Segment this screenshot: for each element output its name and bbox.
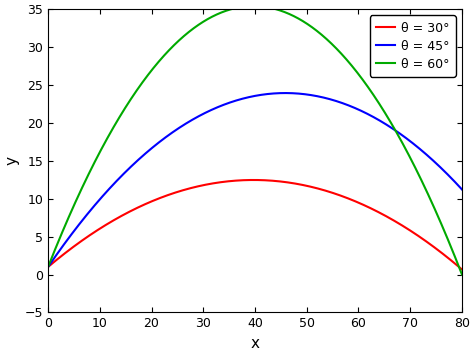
θ = 30°	[230, 179, 236, 183]
θ = 60°	[213, 13, 219, 17]
θ = 60°	[330, 43, 336, 47]
θ = 30°	[381, 213, 386, 217]
θ = 45°	[45, 265, 51, 269]
θ = 60°	[459, 272, 465, 277]
θ = 60°	[88, 169, 93, 173]
θ = 60°	[45, 265, 51, 269]
θ = 60°	[368, 89, 374, 94]
θ = 60°	[228, 7, 233, 12]
θ = 45°	[256, 93, 262, 97]
θ = 30°	[251, 178, 256, 182]
θ = 30°	[45, 265, 51, 269]
X-axis label: x: x	[250, 336, 259, 351]
Line: θ = 60°: θ = 60°	[48, 6, 462, 274]
θ = 60°	[376, 101, 382, 105]
θ = 45°	[239, 97, 245, 101]
θ = 45°	[283, 91, 288, 95]
θ = 45°	[428, 157, 434, 161]
Line: θ = 30°: θ = 30°	[48, 180, 468, 274]
θ = 60°	[251, 4, 256, 8]
θ = 30°	[334, 192, 339, 196]
θ = 30°	[88, 232, 94, 236]
θ = 45°	[375, 118, 381, 122]
θ = 30°	[465, 272, 471, 277]
θ = 30°	[373, 209, 379, 213]
θ = 45°	[94, 201, 100, 205]
θ = 30°	[215, 180, 221, 185]
Line: θ = 45°: θ = 45°	[48, 93, 474, 274]
Legend: θ = 30°, θ = 45°, θ = 60°: θ = 30°, θ = 45°, θ = 60°	[370, 15, 456, 77]
θ = 45°	[419, 149, 425, 153]
Y-axis label: y: y	[4, 156, 19, 165]
